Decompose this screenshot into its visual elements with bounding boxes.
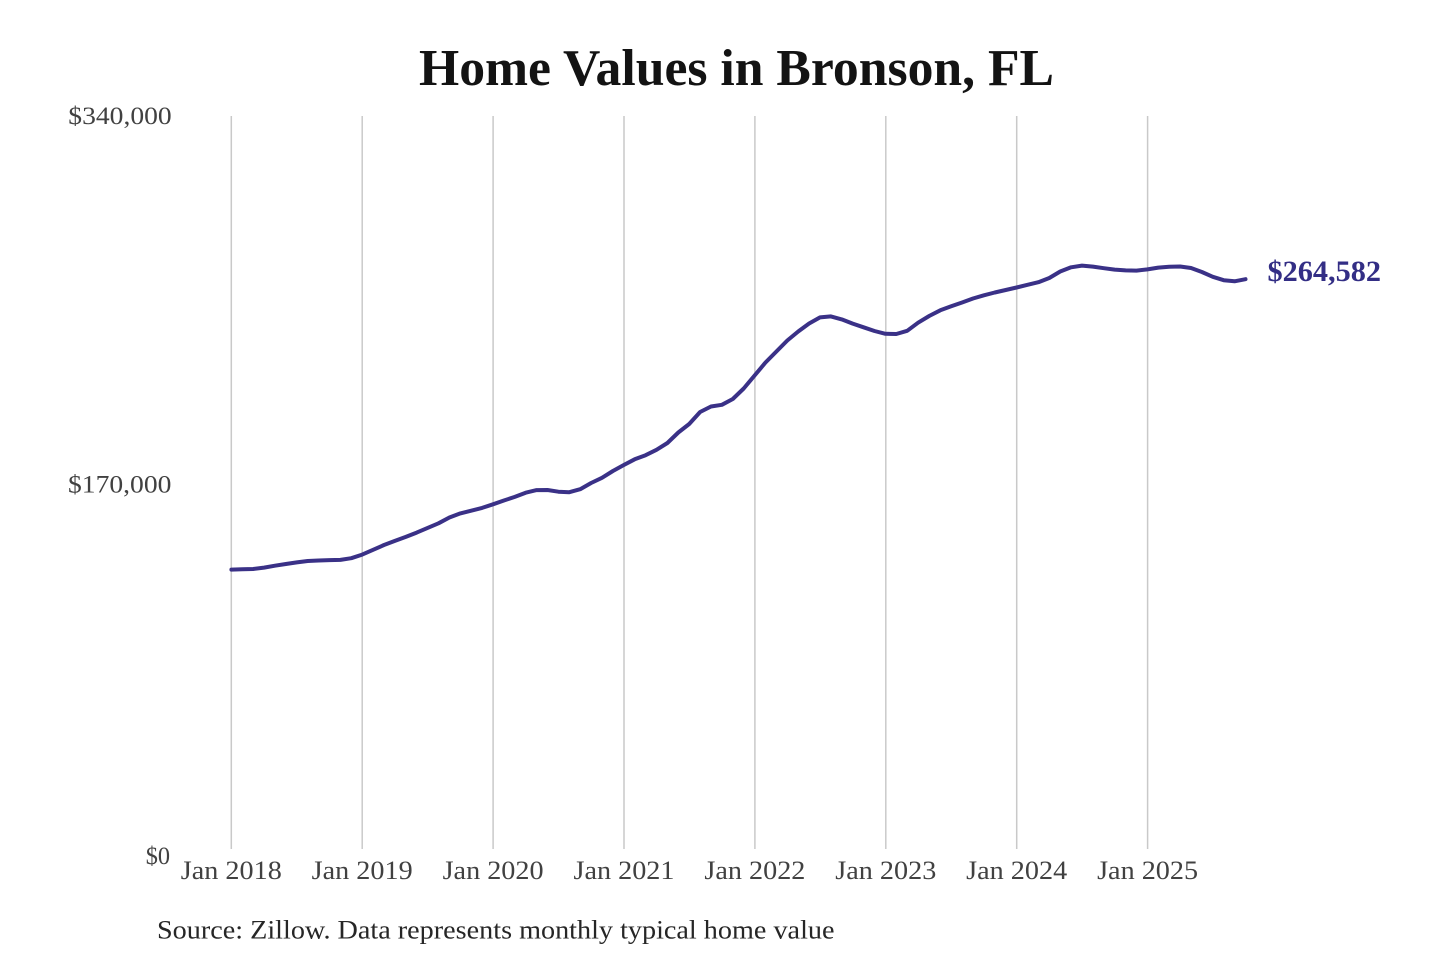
svg-text:$340,000: $340,000 [68,103,171,130]
svg-text:Jan 2018: Jan 2018 [181,856,282,885]
svg-text:$170,000: $170,000 [68,471,171,498]
svg-text:Jan 2023: Jan 2023 [835,856,936,885]
svg-text:Source: Zillow. Data represent: Source: Zillow. Data represents monthly … [157,916,834,945]
svg-text:Jan 2025: Jan 2025 [1097,856,1198,885]
svg-text:Jan 2022: Jan 2022 [704,856,805,885]
svg-text:$264,582: $264,582 [1268,255,1382,288]
svg-text:Jan 2020: Jan 2020 [443,856,544,885]
svg-text:Jan 2021: Jan 2021 [574,856,675,885]
svg-text:Jan 2019: Jan 2019 [312,856,413,885]
svg-text:Jan 2024: Jan 2024 [966,856,1067,885]
svg-text:Home Values in Bronson, FL: Home Values in Bronson, FL [419,40,1054,97]
svg-text:$0: $0 [146,843,170,870]
